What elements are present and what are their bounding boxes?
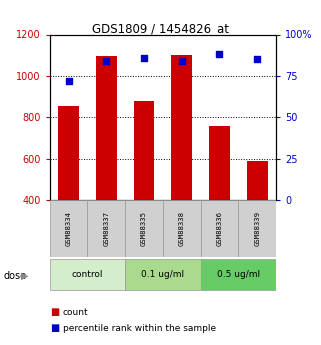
Bar [125,259,201,290]
Bar [125,200,163,257]
Bar [50,200,87,257]
Point [66,78,71,83]
Bar [201,259,276,290]
Text: percentile rank within the sample: percentile rank within the sample [63,324,216,333]
Bar [247,161,268,200]
Text: ■: ■ [50,324,59,333]
Bar [238,200,276,257]
Text: ■: ■ [50,307,59,317]
Text: 0.1 ug/ml: 0.1 ug/ml [141,270,185,279]
Text: GSM88335: GSM88335 [141,211,147,246]
Bar [87,200,125,257]
Text: GSM88336: GSM88336 [216,211,222,246]
Point [217,52,222,57]
Text: GSM88337: GSM88337 [103,211,109,246]
Point [104,58,109,64]
Bar [171,55,192,200]
Text: count: count [63,308,88,317]
Bar [209,126,230,200]
Text: GSM88334: GSM88334 [65,211,72,246]
Point [142,55,147,60]
Point [179,58,184,64]
Text: dose: dose [3,271,26,281]
Text: GDS1809 / 1454826_at: GDS1809 / 1454826_at [92,22,229,36]
Text: GSM88338: GSM88338 [179,211,185,246]
Text: 0.5 ug/ml: 0.5 ug/ml [217,270,260,279]
Point [255,57,260,62]
Bar [163,200,201,257]
Text: ▶: ▶ [21,271,29,281]
Bar [134,101,154,200]
Text: GSM88339: GSM88339 [254,211,260,246]
Bar [96,56,117,200]
Bar [50,259,125,290]
Bar [58,106,79,200]
Bar [201,200,238,257]
Text: control: control [72,270,103,279]
